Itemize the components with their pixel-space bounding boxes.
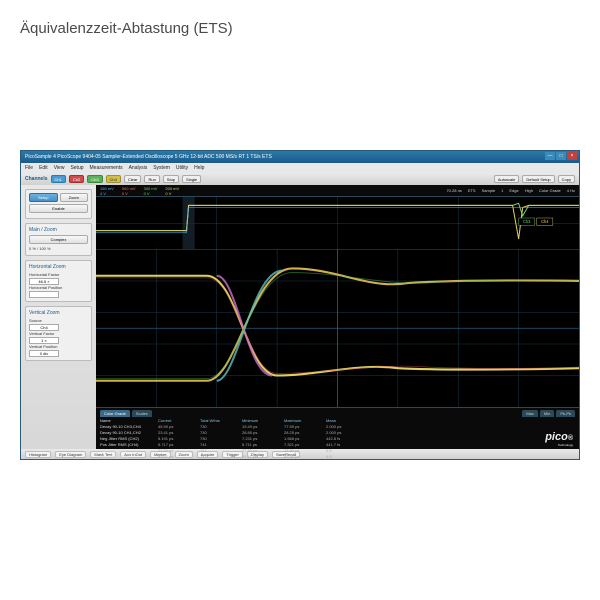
copy-button[interactable]: Copy	[558, 175, 575, 183]
clear-button[interactable]: Clear	[124, 175, 142, 183]
default-setup-button[interactable]: Default Setup	[522, 175, 554, 183]
ch1-button[interactable]: Ch1	[51, 175, 66, 183]
ch3-readout: 300 mV0 V	[144, 186, 158, 196]
mainzoom-title: Main / Zoom	[29, 227, 88, 233]
menu-view[interactable]: View	[54, 165, 65, 171]
hpos-input[interactable]	[29, 291, 59, 298]
main-area: 150 mV4 V 500 mV0 V 300 mV0 V 200 mV0 V …	[96, 185, 579, 449]
measurement-row: Rise Time (CH4)83.51 ps74181.11 ps83.98 …	[100, 454, 575, 460]
page-title: Äquivalenzzeit-Abtastung (ETS)	[20, 20, 233, 37]
ch2-button[interactable]: Ch2	[69, 175, 84, 183]
toolbar-channels-label: Channels	[25, 176, 48, 182]
pill-max[interactable]: Max	[522, 410, 538, 417]
single-button[interactable]: Single	[182, 175, 201, 183]
status-eye[interactable]: Eye Diagram	[55, 451, 86, 458]
ch4-readout: 200 mV0 V	[165, 186, 179, 196]
complex-button[interactable]: Complex	[29, 235, 88, 244]
menu-measurements[interactable]: Measurements	[90, 165, 123, 171]
menu-analysis[interactable]: Analysis	[129, 165, 148, 171]
titlebar[interactable]: PicoSample 4 PicoScope 9404-05 Sampler-E…	[21, 151, 579, 163]
svg-text:Ch3: Ch3	[523, 219, 531, 224]
vfactor-label: Vertical Factor	[29, 331, 55, 336]
window-title: PicoSample 4 PicoScope 9404-05 Sampler-E…	[25, 154, 272, 160]
waveform-svg: Ch3 Ch4	[96, 197, 579, 407]
menu-utility[interactable]: Utility	[176, 165, 188, 171]
ch3-button[interactable]: Ch3	[87, 175, 102, 183]
menu-file[interactable]: File	[25, 165, 33, 171]
status-histogram[interactable]: Histogram	[25, 451, 51, 458]
tab-scales[interactable]: Scales	[132, 410, 152, 417]
vfactor-input[interactable]: 1 ×	[29, 337, 59, 344]
menu-help[interactable]: Help	[194, 165, 204, 171]
vzoom-title: Vertical Zoom	[29, 310, 88, 316]
measurement-panel: Color Grade Scales Max Min Pk-Pk Name Cu…	[96, 407, 579, 449]
menu-setup[interactable]: Setup	[70, 165, 83, 171]
close-button[interactable]: ×	[567, 152, 577, 160]
svg-text:Ch4: Ch4	[541, 219, 549, 224]
autoscale-button[interactable]: Autoscale	[494, 175, 520, 183]
hfactor-input[interactable]: 46.5 ×	[29, 278, 59, 285]
toolbar: Channels Ch1 Ch2 Ch3 Ch4 Clear Run Stop …	[21, 173, 579, 185]
vpos-label: Vertical Position	[29, 344, 57, 349]
run-button[interactable]: Run	[144, 175, 159, 183]
source-label: Source	[29, 318, 42, 323]
ch4-button[interactable]: Ch4	[106, 175, 121, 183]
maximize-button[interactable]: □	[556, 152, 566, 160]
trigger-info: 70.28 nsETSSample 1EdgeHigh Color Grade4…	[446, 188, 575, 193]
source-input[interactable]: Ch4	[29, 324, 59, 331]
zoom-tab[interactable]: Zoom	[60, 193, 89, 202]
menubar: File Edit View Setup Measurements Analys…	[21, 163, 579, 173]
hzoom-title: Horizontal Zoom	[29, 264, 88, 270]
menu-edit[interactable]: Edit	[39, 165, 48, 171]
sidebar: Setup Zoom Enable Main / Zoom Complex 0 …	[21, 185, 96, 449]
enable-button[interactable]: Enable	[29, 204, 88, 213]
menu-system[interactable]: System	[153, 165, 170, 171]
scope-display[interactable]: Ch3 Ch4	[96, 197, 579, 407]
vpos-input[interactable]: 0 div	[29, 350, 59, 357]
pill-pkpk[interactable]: Pk-Pk	[556, 410, 575, 417]
stop-button[interactable]: Stop	[163, 175, 179, 183]
percent-field: 0 % / 100 %	[29, 246, 88, 251]
ch2-readout: 500 mV0 V	[122, 186, 136, 196]
channel-header: 150 mV4 V 500 mV0 V 300 mV0 V 200 mV0 V …	[96, 185, 579, 197]
tab-color-grade[interactable]: Color Grade	[100, 410, 130, 417]
hfactor-label: Horizontal Factor	[29, 272, 59, 277]
minimize-button[interactable]: —	[545, 152, 555, 160]
hpos-label: Horizontal Position	[29, 285, 62, 290]
setup-tab[interactable]: Setup	[29, 193, 58, 202]
pill-min[interactable]: Min	[540, 410, 554, 417]
ch1-readout: 150 mV4 V	[100, 186, 114, 196]
app-window: PicoSample 4 PicoScope 9404-05 Sampler-E…	[20, 150, 580, 460]
pico-logo: pico® Technology	[545, 431, 573, 447]
